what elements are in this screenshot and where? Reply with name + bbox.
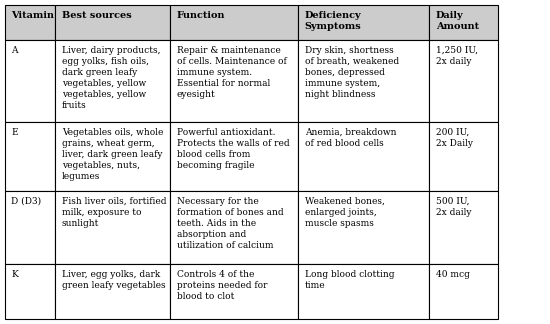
Bar — [55, 191, 170, 264]
Bar — [298, 5, 430, 40]
Text: Vegetables oils, whole
grains, wheat germ,
liver, dark green leafy
vegetables, n: Vegetables oils, whole grains, wheat ger… — [62, 128, 163, 181]
Text: Liver, dairy products,
egg yolks, fish oils,
dark green leafy
vegetables, yellow: Liver, dairy products, egg yolks, fish o… — [62, 46, 160, 110]
Bar — [55, 40, 170, 122]
Bar — [298, 122, 430, 191]
Bar — [298, 191, 430, 264]
Text: Best sources: Best sources — [62, 11, 131, 20]
Bar — [170, 122, 298, 191]
Text: Daily
Amount: Daily Amount — [436, 11, 479, 31]
Text: 1,250 IU,
2x daily: 1,250 IU, 2x daily — [436, 46, 478, 66]
Text: Repair & maintenance
of cells. Maintenance of
immune system.
Essential for norma: Repair & maintenance of cells. Maintenan… — [177, 46, 287, 99]
Bar — [430, 191, 498, 264]
Text: K: K — [12, 270, 18, 279]
Text: Vitamin: Vitamin — [12, 11, 54, 20]
Text: Fish liver oils, fortified
milk, exposure to
sunlight: Fish liver oils, fortified milk, exposur… — [62, 197, 166, 228]
Text: Anemia, breakdown
of red blood cells: Anemia, breakdown of red blood cells — [305, 128, 396, 148]
Bar — [5, 191, 55, 264]
Bar — [5, 122, 55, 191]
Text: Controls 4 of the
proteins needed for
blood to clot: Controls 4 of the proteins needed for bl… — [177, 270, 267, 301]
Bar — [298, 264, 430, 319]
Bar — [430, 5, 498, 40]
Text: 40 mcg: 40 mcg — [436, 270, 470, 279]
Bar — [55, 122, 170, 191]
Bar — [170, 40, 298, 122]
Text: Powerful antioxidant.
Protects the walls of red
blood cells from
becoming fragil: Powerful antioxidant. Protects the walls… — [177, 128, 289, 170]
Bar — [298, 40, 430, 122]
Text: A: A — [12, 46, 18, 55]
Text: Dry skin, shortness
of breath, weakened
bones, depressed
immune system,
night bl: Dry skin, shortness of breath, weakened … — [305, 46, 399, 99]
Text: Long blood clotting
time: Long blood clotting time — [305, 270, 394, 290]
Text: 500 IU,
2x daily: 500 IU, 2x daily — [436, 197, 471, 217]
Text: E: E — [12, 128, 18, 137]
Bar — [430, 264, 498, 319]
Bar — [430, 122, 498, 191]
Text: Necessary for the
formation of bones and
teeth. Aids in the
absorption and
utili: Necessary for the formation of bones and… — [177, 197, 283, 250]
Text: Weakened bones,
enlarged joints,
muscle spasms: Weakened bones, enlarged joints, muscle … — [305, 197, 384, 228]
Bar — [170, 191, 298, 264]
Text: Liver, egg yolks, dark
green leafy vegetables: Liver, egg yolks, dark green leafy veget… — [62, 270, 166, 290]
Bar — [5, 264, 55, 319]
Bar — [5, 40, 55, 122]
Bar — [430, 40, 498, 122]
Bar — [170, 5, 298, 40]
Text: Deficiency
Symptoms: Deficiency Symptoms — [305, 11, 361, 31]
Bar — [55, 5, 170, 40]
Text: Function: Function — [177, 11, 225, 20]
Text: 200 IU,
2x Daily: 200 IU, 2x Daily — [436, 128, 473, 148]
Bar — [170, 264, 298, 319]
Bar — [55, 264, 170, 319]
Bar — [5, 5, 55, 40]
Text: D (D3): D (D3) — [12, 197, 42, 205]
